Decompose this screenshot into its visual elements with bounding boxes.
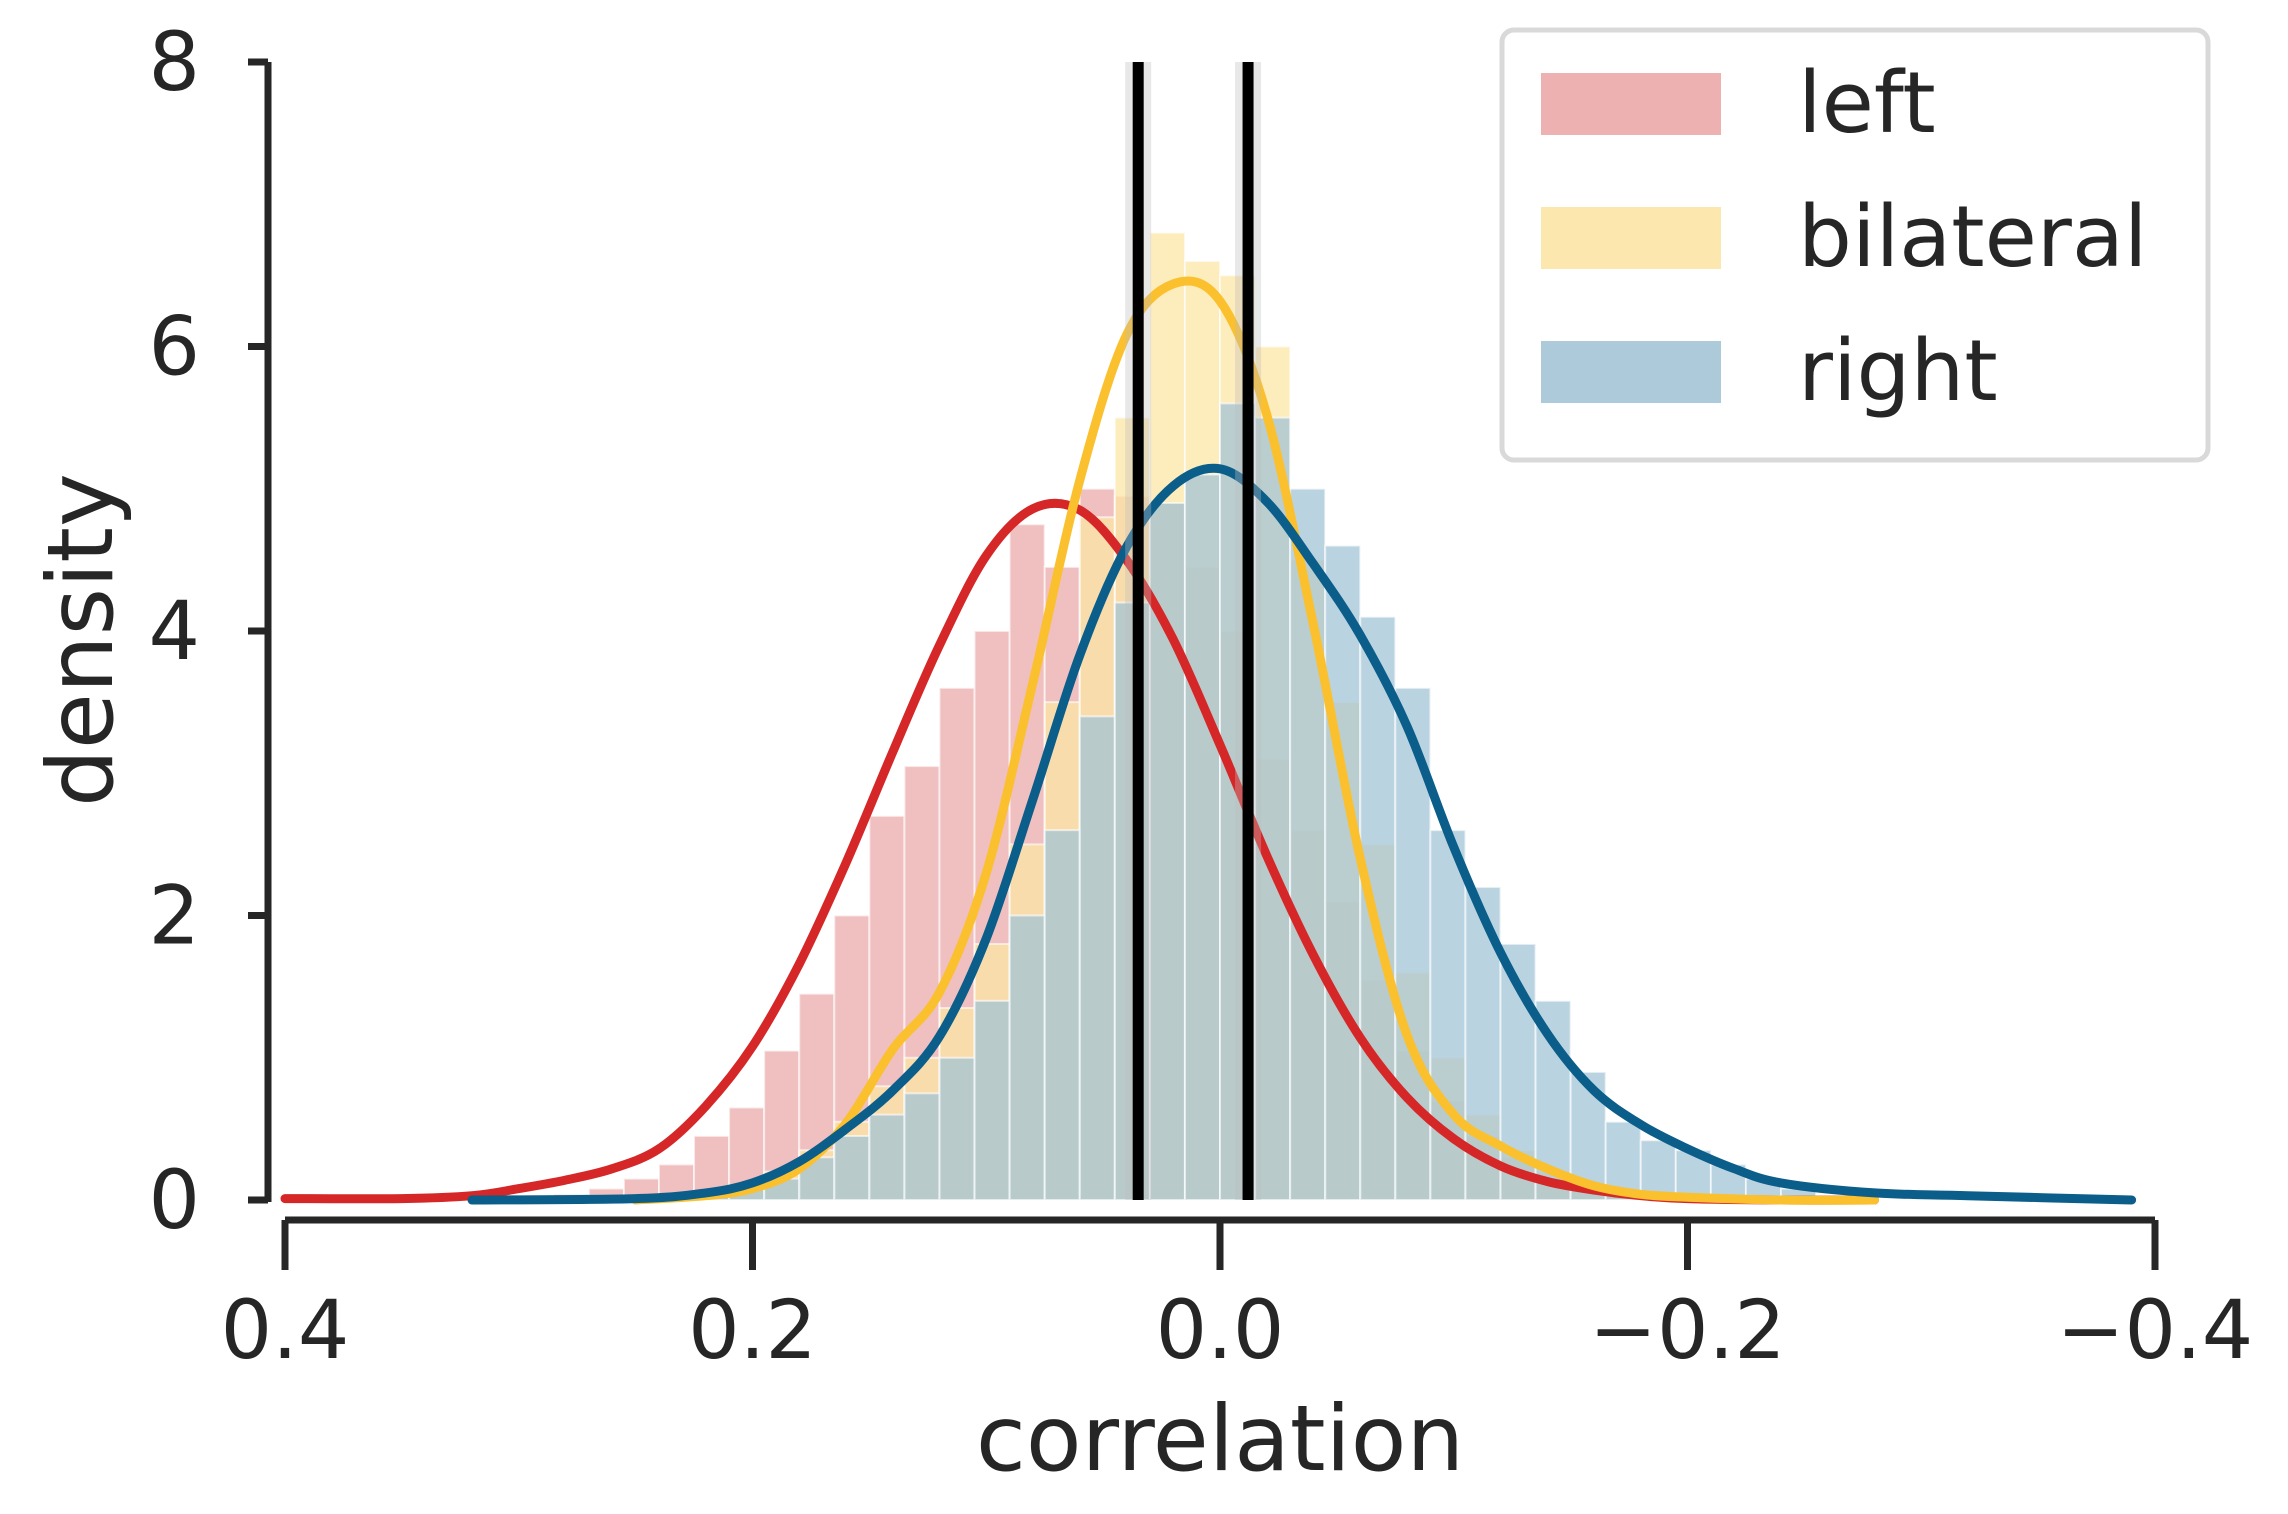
legend-swatch-left <box>1539 71 1723 137</box>
bar-right <box>1113 601 1151 1201</box>
bar-right <box>1183 473 1221 1201</box>
legend-label-right: right <box>1798 322 1998 421</box>
bar-right <box>798 1156 836 1201</box>
bar-right <box>1324 544 1362 1201</box>
kde-curves <box>280 276 2137 1205</box>
vertical-reference-lines <box>1125 62 1262 1200</box>
x-tick-label: −0.4 <box>2057 1284 2254 1378</box>
y-tick-label: 4 <box>148 585 200 679</box>
x-tick-label: −0.2 <box>1589 1284 1786 1378</box>
bars-right <box>658 402 1853 1202</box>
x-tick-label: 0.0 <box>1156 1284 1285 1378</box>
bar-right <box>938 1056 976 1201</box>
bar-right <box>1008 914 1046 1201</box>
y-axis-label: density <box>29 473 134 807</box>
x-ticks: 0.4 0.2 0.0 −0.2 −0.4 <box>221 1220 2254 1378</box>
bar-right <box>1359 615 1397 1201</box>
bar-right <box>868 1113 906 1202</box>
kde-line-left <box>280 498 1879 1205</box>
bar-right <box>903 1092 941 1201</box>
kde-line-right <box>467 463 2137 1205</box>
x-tick-label: 0.4 <box>221 1284 350 1378</box>
bar-right <box>833 1134 871 1202</box>
y-tick-label: 2 <box>148 870 200 964</box>
y-tick-label: 6 <box>148 301 200 395</box>
x-axis-label: correlation <box>976 1387 1464 1492</box>
x-tick-label: 0.2 <box>688 1284 817 1378</box>
bar-right <box>1043 829 1081 1202</box>
legend-swatch-right <box>1539 339 1723 405</box>
bar-right <box>1078 715 1116 1201</box>
legend-swatch-bilateral <box>1539 205 1723 271</box>
bar-right <box>973 999 1011 1201</box>
legend: left bilateral right <box>1499 27 2211 463</box>
y-tick-label: 0 <box>148 1154 200 1248</box>
bar-right <box>1254 416 1292 1201</box>
y-ticks: 0 2 4 6 8 <box>148 16 268 1248</box>
legend-label-bilateral: bilateral <box>1798 188 2148 287</box>
legend-label-left: left <box>1798 54 1936 153</box>
y-tick-label: 8 <box>148 16 200 110</box>
kde-line-bilateral <box>631 276 1879 1205</box>
